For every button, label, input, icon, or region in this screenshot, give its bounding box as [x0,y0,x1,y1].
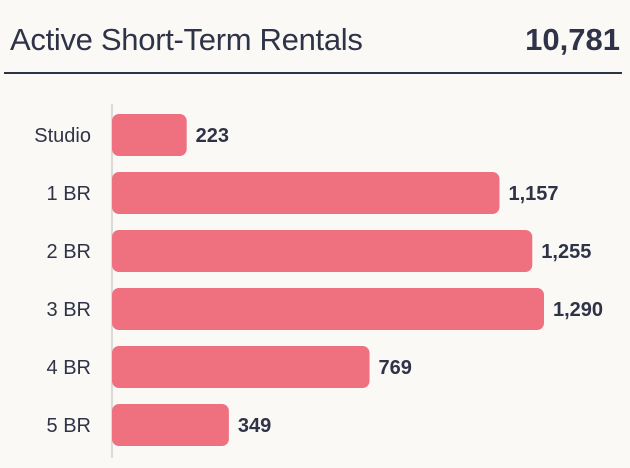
value-label: 349 [238,415,271,437]
chart-title: Active Short-Term Rentals [10,22,363,57]
total-count: 10,781 [525,22,620,57]
bar [112,172,500,214]
value-label: 1,290 [553,299,603,321]
bar [112,114,187,156]
category-label: 3 BR [47,299,91,321]
category-label: 4 BR [47,357,91,379]
bar [112,230,533,272]
category-label: 5 BR [47,415,91,437]
value-label: 223 [196,125,229,147]
category-label: Studio [34,125,91,147]
chart-header: Active Short-Term Rentals 10,781 [4,0,622,74]
value-label: 1,255 [541,241,591,263]
bar [112,288,544,330]
bar [112,346,370,388]
category-label: 1 BR [47,183,91,205]
category-label: 2 BR [47,241,91,263]
value-label: 1,157 [508,183,558,205]
value-label: 769 [379,357,412,379]
bar [112,404,229,446]
